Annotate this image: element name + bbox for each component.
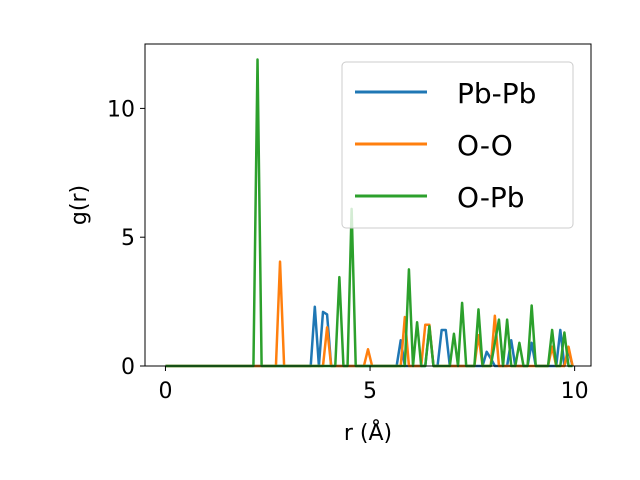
y-tick-label: 5 (121, 226, 135, 251)
x-tick-label: 10 (561, 379, 589, 404)
x-tick-label: 5 (363, 379, 377, 404)
x-axis-label: r (Å) (344, 419, 392, 446)
y-tick-label: 0 (121, 355, 135, 380)
legend-label-o-o: O-O (457, 129, 513, 162)
y-axis-label: g(r) (67, 185, 92, 225)
y-tick-label: 10 (107, 97, 135, 122)
y-axis: 0 5 10 (107, 97, 145, 380)
plot-frame (144, 43, 592, 367)
x-tick-label: 0 (158, 379, 172, 404)
legend: Pb-Pb O-O O-Pb (341, 61, 574, 229)
legend-label-o-pb: O-Pb (457, 181, 525, 214)
x-axis: 0 5 10 (158, 366, 589, 404)
legend-label-pb-pb: Pb-Pb (457, 77, 536, 110)
legend-box (341, 61, 574, 229)
